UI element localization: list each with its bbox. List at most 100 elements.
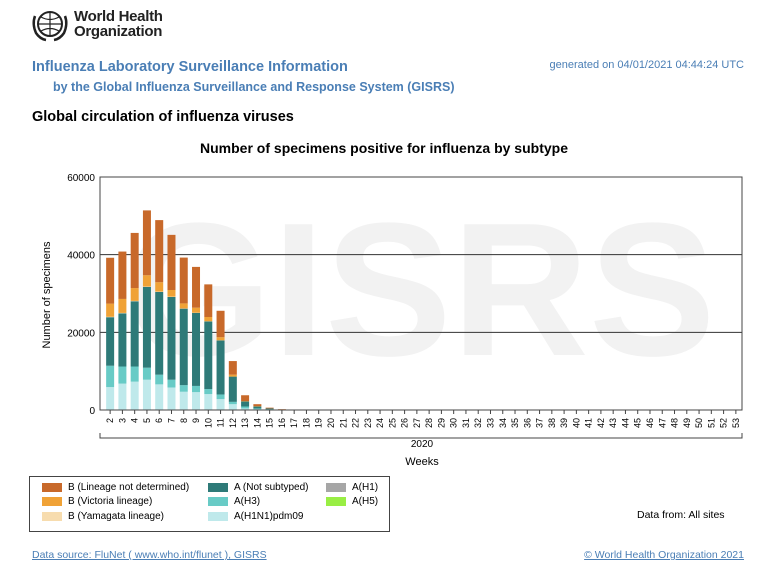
bar-segment <box>179 391 188 410</box>
x-tick-label: 4 <box>130 418 140 423</box>
bar-segment <box>179 303 188 309</box>
legend-swatch <box>208 497 228 506</box>
bar-segment <box>241 408 250 410</box>
x-tick-label: 40 <box>571 418 581 428</box>
x-tick-label: 45 <box>633 418 643 428</box>
x-tick-label: 52 <box>719 418 729 428</box>
legend-item: B (Yamagata lineage) <box>42 511 164 522</box>
x-tick-label: 27 <box>412 418 422 428</box>
x-tick-label: 46 <box>645 418 655 428</box>
bar-segment <box>118 251 127 299</box>
data-source-link[interactable]: Data source: FluNet ( www.who.int/flunet… <box>32 549 267 561</box>
x-tick-label: 9 <box>191 418 201 423</box>
x-tick-label: 47 <box>657 418 667 428</box>
bar-segment <box>106 365 115 388</box>
bar-segment <box>130 301 139 367</box>
x-tick-label: 44 <box>620 418 630 428</box>
bar-segment <box>192 392 201 410</box>
bar-segment <box>253 404 262 407</box>
legend-item: A(H5) <box>326 496 378 507</box>
x-tick-label: 41 <box>584 418 594 428</box>
x-tick-label: 42 <box>596 418 606 428</box>
legend-label: B (Lineage not determined) <box>68 482 190 493</box>
x-tick-label: 51 <box>706 418 716 428</box>
bar-segment <box>192 266 201 308</box>
x-tick-label: 23 <box>363 418 373 428</box>
bar-segment <box>241 406 250 409</box>
x-tick-label: 14 <box>252 418 262 428</box>
x-tick-label: 8 <box>179 418 189 423</box>
copyright-link[interactable]: © World Health Organization 2021 <box>584 549 744 561</box>
y-tick-label: 40000 <box>67 251 95 262</box>
bar-segment <box>241 401 250 407</box>
x-tick-label: 49 <box>682 418 692 428</box>
who-logo: World Health Organization <box>30 6 163 42</box>
x-tick-label: 38 <box>547 418 557 428</box>
legend-swatch <box>42 483 62 492</box>
bar-segment <box>216 399 225 410</box>
bar-segment <box>167 379 176 388</box>
bar-segment <box>167 387 176 410</box>
x-tick-label: 39 <box>559 418 569 428</box>
bar-segment <box>179 308 188 386</box>
who-emblem-icon <box>32 11 68 42</box>
legend-swatch <box>42 512 62 521</box>
bar-segment <box>179 385 188 392</box>
x-tick-label: 16 <box>277 418 287 428</box>
legend-label: A(H1N1)pdm09 <box>234 511 304 522</box>
x-tick-label: 7 <box>166 418 176 423</box>
bar-segment <box>216 340 225 395</box>
bar-segment <box>142 379 151 410</box>
legend-label: A(H1) <box>352 482 379 493</box>
x-tick-label: 20 <box>326 418 336 428</box>
x-tick-label: 30 <box>449 418 459 428</box>
bar-segment <box>142 275 151 287</box>
legend-item: B (Lineage not determined) <box>42 482 189 493</box>
x-tick-label: 28 <box>424 418 434 428</box>
y-axis-label: Number of specimens <box>41 241 53 348</box>
x-tick-label: 25 <box>387 418 397 428</box>
logo-text-line1: World Health <box>74 8 163 25</box>
bar-segment <box>204 394 213 410</box>
bar-segment <box>130 366 139 382</box>
x-tick-label: 21 <box>338 418 348 428</box>
bar-segment <box>167 296 176 380</box>
legend-label: A (Not subtyped) <box>234 482 309 493</box>
x-tick-label: 5 <box>142 418 152 423</box>
legend-swatch <box>42 497 62 506</box>
x-tick-label: 36 <box>522 418 532 428</box>
bar-segment <box>228 374 237 377</box>
logo-text-line2: Organization <box>74 23 163 40</box>
x-tick-label: 37 <box>535 418 545 428</box>
legend-item: A (Not subtyped) <box>208 482 308 493</box>
bar-segment <box>155 384 164 410</box>
legend-label: B (Yamagata lineage) <box>68 511 164 522</box>
bar-segment <box>142 367 151 380</box>
chart-legend: B (Lineage not determined) B (Victoria li… <box>29 476 390 532</box>
legend-label: A(H5) <box>352 496 379 507</box>
x-tick-label: 50 <box>694 418 704 428</box>
x-tick-label: 6 <box>154 418 164 423</box>
bar-segment <box>142 286 151 368</box>
x-axis-label: Weeks <box>405 456 439 468</box>
x-tick-label: 33 <box>485 418 495 428</box>
x-tick-label: 32 <box>473 418 483 428</box>
y-tick-label: 20000 <box>67 328 95 339</box>
legend-item: A(H3) <box>208 496 260 507</box>
bar-segment <box>106 317 115 366</box>
bar-segment <box>155 291 164 375</box>
bar-segment <box>179 257 188 304</box>
bar-segment <box>155 282 164 292</box>
data-from-note: Data from: All sites <box>637 509 725 521</box>
x-tick-label: 18 <box>301 418 311 428</box>
bar-segment <box>241 395 250 402</box>
legend-swatch <box>326 483 346 492</box>
bar-segment <box>204 321 213 390</box>
x-tick-label: 24 <box>375 418 385 428</box>
bar-segment <box>204 284 213 317</box>
bar-segment <box>130 288 139 301</box>
watermark: GISRS <box>124 184 715 396</box>
chart-title: Number of specimens positive for influen… <box>200 140 568 156</box>
bar-segment <box>192 307 201 313</box>
